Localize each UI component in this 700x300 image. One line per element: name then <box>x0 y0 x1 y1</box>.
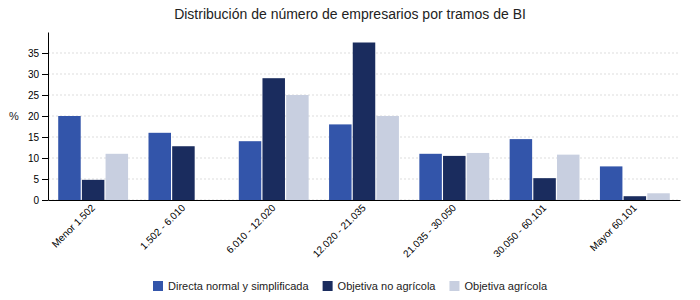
y-tick-mark <box>42 158 48 159</box>
x-axis-line <box>49 200 681 201</box>
y-tick: 35 <box>28 48 48 59</box>
legend-item: Objetiva no agrícola <box>323 280 437 292</box>
bar <box>82 180 104 200</box>
y-tick-mark <box>42 200 48 201</box>
bar <box>600 166 622 200</box>
x-axis: Menor 1.502 1.502 - 6.010 6.010 - 12.020 12… <box>49 201 681 260</box>
bar <box>196 200 218 201</box>
bar <box>376 116 398 200</box>
legend-item: Objetiva agrícola <box>449 280 547 292</box>
legend-label: Directa normal y simplificada <box>168 280 309 292</box>
y-tick: 25 <box>28 90 48 101</box>
bars <box>58 43 670 201</box>
bar <box>533 178 555 200</box>
legend-item: Directa normal y simplificada <box>153 280 309 292</box>
y-tick-label: 25 <box>28 90 40 101</box>
y-axis: 0 5 10 15 20 25 30 35 <box>28 33 49 206</box>
legend-label: Objetiva no agrícola <box>338 280 437 292</box>
x-tick: 21.035 - 30.050 <box>401 202 459 260</box>
bar <box>286 95 308 200</box>
legend-swatch <box>449 281 459 291</box>
bar <box>467 153 489 200</box>
legend-swatch <box>153 281 163 291</box>
bar <box>647 193 669 200</box>
y-tick-mark <box>42 179 48 180</box>
x-tick-label: 12.020 - 21.035 <box>311 202 369 260</box>
bar-series <box>106 95 670 200</box>
y-tick-mark <box>42 74 48 75</box>
y-tick: 20 <box>28 111 48 122</box>
plot-area: 0 5 10 15 20 25 30 35% Menor 1.502 1.502 - 6.010 6… <box>9 33 680 260</box>
y-tick: 0 <box>33 195 48 206</box>
x-tick-label: 30.050 - 60.101 <box>491 202 549 260</box>
chart-container: Distribución de número de empresarios po… <box>0 0 700 300</box>
x-tick: 12.020 - 21.035 <box>311 202 369 260</box>
bar <box>419 154 441 200</box>
y-tick-label: 35 <box>28 48 40 59</box>
y-tick-label: 10 <box>28 153 40 164</box>
legend: Directa normal y simplificada Objetiva no… <box>153 280 548 292</box>
bar <box>443 156 465 200</box>
bar <box>262 78 284 200</box>
y-tick: 5 <box>33 174 48 185</box>
x-tick-label: 21.035 - 30.050 <box>401 202 459 260</box>
bar <box>172 146 194 200</box>
y-tick-mark <box>42 116 48 117</box>
bar <box>148 133 170 200</box>
x-tick: 1.502 - 6.010 <box>138 202 188 252</box>
y-tick-label: 5 <box>33 174 39 185</box>
y-tick-mark <box>42 53 48 54</box>
bar <box>624 196 646 200</box>
bar-series <box>82 43 646 201</box>
legend-label: Objetiva agrícola <box>464 280 547 292</box>
chart-title: Distribución de número de empresarios po… <box>174 6 526 22</box>
bar <box>239 141 261 200</box>
bar <box>106 154 128 200</box>
y-tick-mark <box>42 95 48 96</box>
bar <box>510 139 532 200</box>
y-tick-label: 20 <box>28 111 40 122</box>
x-tick: Menor 1.502 <box>50 202 98 250</box>
y-tick: 30 <box>28 69 48 80</box>
x-tick-label: 1.502 - 6.010 <box>138 202 188 252</box>
bar <box>557 155 579 200</box>
y-tick-mark <box>42 137 48 138</box>
y-tick-label: 30 <box>28 69 40 80</box>
y-axis-label: % <box>9 110 19 122</box>
y-axis-line <box>48 33 49 201</box>
bar <box>353 43 375 201</box>
y-tick-label: 0 <box>33 195 39 206</box>
bar-series <box>58 116 622 200</box>
x-tick: 6.010 - 12.020 <box>224 202 278 256</box>
bar <box>58 116 80 200</box>
y-tick: 10 <box>28 153 48 164</box>
y-tick: 15 <box>28 132 48 143</box>
bar <box>329 124 351 200</box>
x-tick-label: Mayor 60.101 <box>588 202 639 253</box>
chart-svg: Distribución de número de empresarios po… <box>0 0 700 300</box>
x-tick-label: Menor 1.502 <box>50 202 98 250</box>
y-tick-label: 15 <box>28 132 40 143</box>
x-tick-label: 6.010 - 12.020 <box>224 202 278 256</box>
x-tick: Mayor 60.101 <box>588 202 639 253</box>
legend-swatch <box>323 281 333 291</box>
x-tick: 30.050 - 60.101 <box>491 202 549 260</box>
